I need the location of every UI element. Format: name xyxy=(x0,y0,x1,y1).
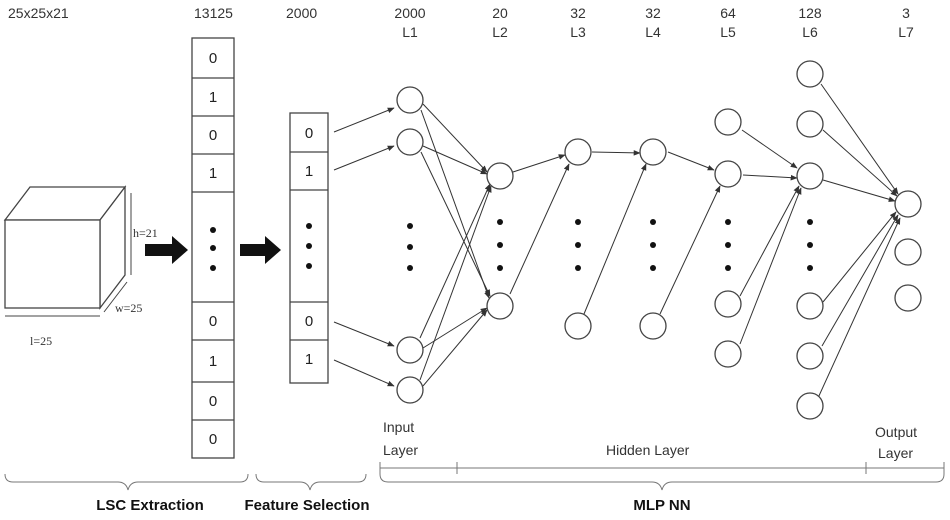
layer-group-bracket xyxy=(379,462,945,474)
neuron xyxy=(714,108,742,136)
fs-cell: 0 xyxy=(305,125,313,142)
lsc-cell: 0 xyxy=(209,431,217,448)
lsc-size-label: 13125 xyxy=(194,5,233,21)
selected-feature-vector xyxy=(289,112,329,384)
layer-name: L7 xyxy=(898,24,914,40)
cube-size-label: 25x25x21 xyxy=(8,5,69,21)
neuron xyxy=(639,138,667,166)
neuron xyxy=(639,312,667,340)
layer-count: 128 xyxy=(798,5,822,21)
edge xyxy=(333,321,395,347)
fs-cell: 0 xyxy=(305,313,313,330)
neuron xyxy=(396,86,424,114)
cube-width-bracket xyxy=(103,281,128,313)
mlp-stage-label: MLP NN xyxy=(633,497,690,514)
layer-headers: 2000 L1 20 L2 32 L3 32 L4 64 L5 128 L6 3… xyxy=(394,5,914,40)
layer-count: 64 xyxy=(720,5,736,21)
neuron xyxy=(796,292,824,320)
layer-count: 2000 xyxy=(394,5,425,21)
input-layer-nodes xyxy=(396,86,424,404)
hidden-layer-label: Hidden Layer xyxy=(606,442,690,458)
neuron xyxy=(564,138,592,166)
neuron xyxy=(396,128,424,156)
layer-name: L2 xyxy=(492,24,508,40)
layer-name: L4 xyxy=(645,24,661,40)
input-layer-label: Input xyxy=(383,419,414,435)
input-layer-label: Layer xyxy=(383,442,418,458)
layer-count: 3 xyxy=(902,5,910,21)
neuron xyxy=(486,292,514,320)
layer-name: L1 xyxy=(402,24,418,40)
edge xyxy=(333,145,395,171)
layer-name: L5 xyxy=(720,24,736,40)
edge xyxy=(333,107,395,133)
layer-count: 20 xyxy=(492,5,508,21)
neuron xyxy=(796,342,824,370)
neuron xyxy=(894,190,922,218)
neuron xyxy=(396,376,424,404)
output-layer-nodes xyxy=(894,190,922,312)
layer-count: 32 xyxy=(645,5,661,21)
lsc-brace xyxy=(4,473,249,491)
extraction-arrow xyxy=(145,236,188,264)
fs-size-label: 2000 xyxy=(286,5,317,21)
l2-nodes xyxy=(486,162,514,320)
neuron xyxy=(796,162,824,190)
neuron xyxy=(714,290,742,318)
l5-nodes xyxy=(714,108,742,368)
neuron xyxy=(796,110,824,138)
output-layer-label: Layer xyxy=(878,445,913,461)
neuron xyxy=(486,162,514,190)
lsc-cell: 0 xyxy=(209,313,217,330)
feature-brace xyxy=(255,473,367,491)
output-layer-label: Output xyxy=(875,424,917,440)
lsc-cell: 1 xyxy=(209,89,217,106)
layer-name: L6 xyxy=(802,24,818,40)
l3-nodes xyxy=(564,138,592,340)
lsc-cell: 0 xyxy=(209,50,217,67)
feature-stage-label: Feature Selection xyxy=(244,497,369,514)
edge xyxy=(333,359,395,387)
neuron xyxy=(714,160,742,188)
neuron xyxy=(396,336,424,364)
neuron xyxy=(796,392,824,420)
neuron xyxy=(894,284,922,312)
cube-height-label: h=21 xyxy=(133,226,158,240)
fs-cell: 1 xyxy=(305,351,313,368)
cube-width-label: w=25 xyxy=(115,301,142,315)
fs-cell: 1 xyxy=(305,163,313,180)
neuron xyxy=(894,238,922,266)
lsc-stage-label: LSC Extraction xyxy=(96,497,204,514)
lsc-cell: 1 xyxy=(209,353,217,370)
input-cube xyxy=(3,185,127,310)
neuron xyxy=(564,312,592,340)
lsc-cell: 0 xyxy=(209,127,217,144)
layer-count: 32 xyxy=(570,5,586,21)
layer-name: L3 xyxy=(570,24,586,40)
neuron xyxy=(796,60,824,88)
mlp-brace xyxy=(379,473,945,491)
lsc-cell: 0 xyxy=(209,393,217,410)
selection-arrow xyxy=(240,236,281,264)
cube-length-label: l=25 xyxy=(30,334,52,348)
neuron xyxy=(714,340,742,368)
l6-nodes xyxy=(796,60,824,420)
lsc-feature-vector xyxy=(191,37,235,459)
lsc-cell: 1 xyxy=(209,165,217,182)
network-edges xyxy=(419,83,901,399)
l4-nodes xyxy=(639,138,667,340)
